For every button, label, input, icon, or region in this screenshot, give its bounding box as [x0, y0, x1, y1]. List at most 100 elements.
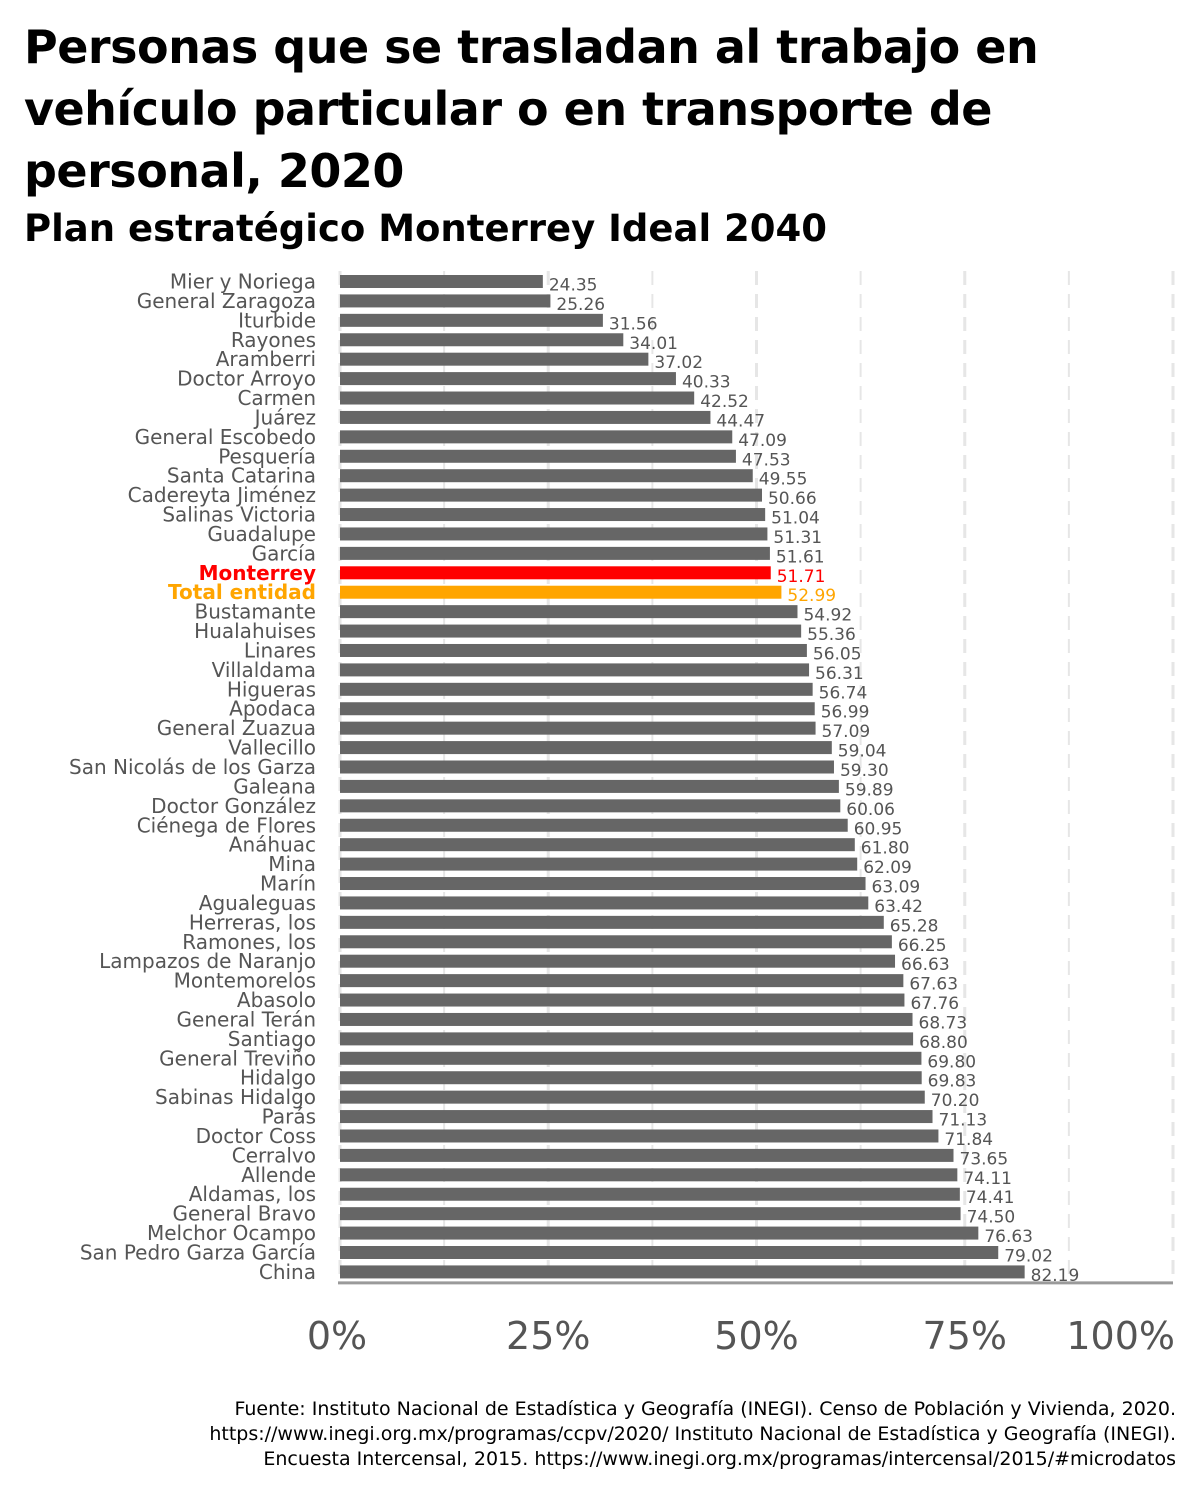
category-label: San Nicolás de los Garza [69, 755, 316, 779]
value-label: 51.31 [773, 528, 822, 548]
x-tick-label: 50% [714, 1314, 798, 1358]
value-label: 55.36 [807, 625, 856, 645]
category-label: General Zuazua [157, 716, 316, 740]
bar-13 [340, 527, 768, 541]
value-label: 71.84 [944, 1130, 993, 1150]
value-label: 74.41 [966, 1188, 1015, 1208]
bar-2 [340, 313, 603, 327]
value-label: 59.04 [838, 742, 887, 762]
value-label: 51.04 [771, 509, 820, 529]
value-label: 67.76 [910, 994, 959, 1014]
bar-24 [340, 741, 832, 755]
bar-9 [340, 449, 736, 463]
bar-35 [340, 954, 896, 968]
bar-6 [340, 391, 695, 405]
category-label: General Bravo [173, 1202, 316, 1226]
value-label: 60.95 [854, 819, 903, 839]
category-label: Agualeguas [199, 891, 316, 915]
category-label: Montemorelos [174, 969, 316, 993]
value-label: 74.11 [963, 1169, 1012, 1189]
bar-31 [340, 877, 866, 891]
category-label: Doctor Arroyo [177, 367, 316, 391]
source-caption: Fuente: Instituto Nacional de Estadístic… [209, 1398, 1176, 1470]
value-label: 47.09 [738, 431, 787, 451]
bars [340, 275, 1025, 1279]
category-label: Anáhuac [229, 833, 316, 857]
category-label: Salinas Victoria [162, 503, 316, 527]
value-label: 25.26 [556, 295, 605, 315]
category-label: Galeana [233, 774, 316, 798]
bar-20 [340, 663, 810, 677]
bar-21 [340, 682, 813, 696]
category-label: Doctor Coss [196, 1124, 316, 1148]
bar-3 [340, 333, 624, 347]
bar-22 [340, 702, 815, 716]
value-label: 42.52 [700, 392, 749, 412]
value-label: 60.06 [846, 800, 895, 820]
category-label: Parás [262, 1105, 316, 1129]
bar-30 [340, 857, 858, 871]
value-label: 59.30 [840, 761, 889, 781]
value-label: 76.63 [984, 1227, 1033, 1247]
category-label: Cerralvo [232, 1143, 316, 1167]
bar-41 [340, 1071, 922, 1085]
category-label: García [252, 541, 316, 565]
value-label: 82.19 [1031, 1266, 1080, 1286]
category-label: Villaldama [212, 658, 316, 682]
value-label: 56.05 [813, 644, 862, 664]
bar-5 [340, 372, 676, 386]
category-label: Guadalupe [207, 522, 316, 546]
category-label: Iturbide [238, 308, 316, 332]
bar-36 [340, 974, 904, 988]
category-label: General Zaragoza [137, 289, 316, 313]
category-label: Mier y Noriega [170, 270, 316, 294]
bar-39 [340, 1032, 914, 1046]
value-label: 71.13 [939, 1111, 988, 1131]
bar-15 [340, 566, 771, 580]
bar-8 [340, 430, 733, 444]
chart-title: Personas que se trasladan al trabajo en … [24, 20, 1039, 198]
x-tick-label: 75% [923, 1314, 1007, 1358]
bar-51 [340, 1265, 1025, 1279]
bar-19 [340, 643, 807, 657]
value-label: 63.09 [872, 878, 921, 898]
x-tick-label: 0% [307, 1314, 367, 1358]
bar-46 [340, 1168, 958, 1182]
value-label: 51.71 [777, 567, 826, 587]
category-label: Higueras [227, 677, 316, 701]
bar-27 [340, 799, 841, 813]
bar-1 [340, 294, 551, 308]
category-label: Doctor González [151, 794, 316, 818]
value-label: 40.33 [682, 373, 731, 393]
bar-16 [340, 585, 782, 599]
bar-50 [340, 1246, 999, 1259]
value-label: 54.92 [803, 606, 852, 626]
category-label: Ciénega de Flores [137, 813, 316, 837]
value-label: 65.28 [890, 916, 939, 936]
category-label: General Treviño [159, 1046, 316, 1070]
bar-43 [340, 1110, 933, 1124]
value-label: 44.47 [716, 411, 765, 431]
bar-38 [340, 1012, 913, 1026]
category-label: Linares [244, 638, 316, 662]
bar-47 [340, 1187, 960, 1201]
x-tick-label: 25% [506, 1314, 590, 1358]
value-label: 74.50 [967, 1208, 1016, 1228]
bar-7 [340, 410, 711, 424]
category-label: Ramones, los [182, 930, 316, 954]
value-label: 34.01 [629, 334, 678, 354]
bar-26 [340, 779, 839, 793]
bar-37 [340, 993, 905, 1007]
value-label: 56.31 [815, 664, 864, 684]
value-label: 50.66 [768, 489, 817, 509]
category-label: Aramberri [216, 347, 316, 371]
chart-subtitle: Plan estratégico Monterrey Ideal 2040 [24, 207, 827, 250]
value-label: 73.65 [960, 1149, 1009, 1169]
value-label: 52.99 [787, 586, 836, 606]
value-label: 70.20 [931, 1091, 980, 1111]
bar-10 [340, 469, 753, 483]
category-label: Rayones [231, 328, 316, 352]
category-label: China [259, 1260, 316, 1284]
bar-14 [340, 546, 770, 560]
bar-18 [340, 624, 802, 638]
